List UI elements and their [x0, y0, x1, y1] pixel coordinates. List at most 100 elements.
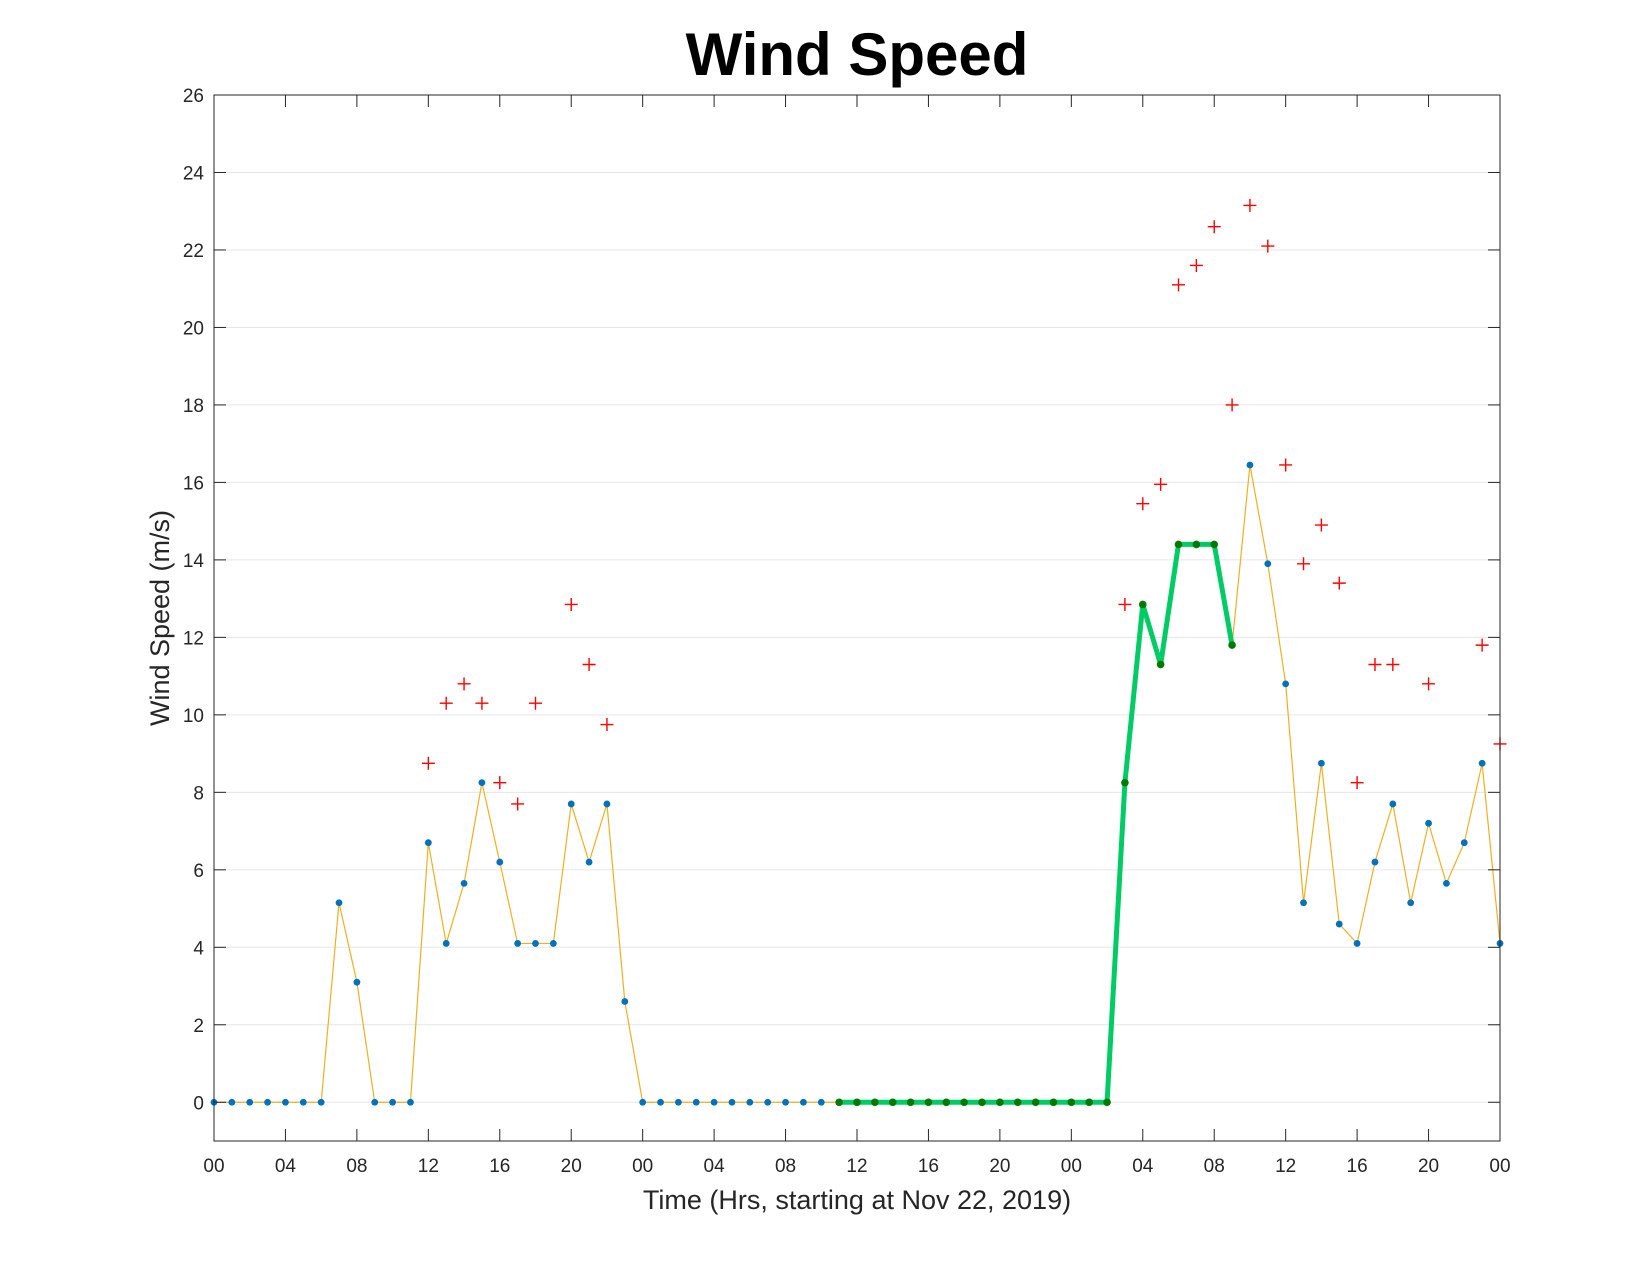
gust-marker: [1154, 477, 1168, 491]
x-tick-label: 20: [561, 1156, 582, 1177]
highlight-point: [996, 1098, 1004, 1107]
x-tick-label: 04: [1132, 1156, 1154, 1177]
y-tick-label: 12: [183, 628, 204, 649]
data-point: [317, 1098, 325, 1106]
x-tick-label: 08: [775, 1156, 796, 1177]
series-layer: [210, 198, 1507, 1107]
gust-marker: [1261, 239, 1275, 253]
gust-marker: [582, 657, 596, 671]
highlight-point: [978, 1098, 986, 1107]
highlight-point: [1210, 540, 1219, 549]
data-point: [371, 1098, 379, 1106]
gust-marker: [1297, 557, 1311, 571]
highlight-point: [1174, 540, 1183, 549]
gust-marker: [1207, 220, 1221, 234]
data-point: [657, 1098, 664, 1106]
data-point: [567, 800, 575, 808]
data-point: [478, 779, 486, 787]
x-tick-label: 04: [275, 1156, 297, 1177]
data-point: [817, 1098, 825, 1106]
data-point: [228, 1098, 236, 1106]
highlight-point: [960, 1098, 968, 1107]
gust-marker: [421, 756, 435, 770]
data-point: [1443, 879, 1450, 887]
gust-marker: [1118, 597, 1132, 611]
highlight-point: [888, 1098, 897, 1107]
highlight-point: [871, 1098, 879, 1107]
data-point: [603, 800, 611, 808]
y-axis-label: Wind Speed (m/s): [145, 510, 175, 726]
y-tick-label: 24: [183, 163, 205, 184]
data-point: [460, 879, 468, 887]
y-tick-label: 6: [193, 861, 204, 882]
data-point: [442, 940, 450, 947]
x-tick-label: 20: [1418, 1156, 1439, 1177]
x-tick-label: 16: [918, 1156, 939, 1177]
y-tick-label: 8: [193, 783, 204, 804]
data-point: [389, 1098, 397, 1106]
gust-marker: [1422, 677, 1436, 691]
gust-marker: [1189, 258, 1203, 272]
highlight-point: [853, 1098, 861, 1107]
data-point: [800, 1098, 807, 1106]
gust-marker: [1314, 518, 1328, 532]
data-point: [710, 1098, 718, 1106]
data-point: [496, 858, 504, 866]
highlight-point: [1121, 778, 1129, 787]
x-axis-label: Time (Hrs, starting at Nov 22, 2019): [643, 1185, 1071, 1215]
y-tick-label: 20: [183, 318, 204, 339]
y-tick-label: 26: [183, 86, 204, 107]
data-point: [424, 839, 432, 847]
gust-marker: [1350, 776, 1364, 790]
x-tick-label: 16: [1347, 1156, 1368, 1177]
data-point: [335, 899, 343, 907]
gust-marker: [1279, 458, 1293, 472]
gust-marker: [564, 597, 578, 611]
data-point: [585, 858, 593, 866]
data-point: [1478, 759, 1486, 767]
highlight-point: [1067, 1098, 1076, 1107]
x-tick-label: 20: [989, 1156, 1010, 1177]
data-point: [621, 998, 629, 1005]
gust-marker: [439, 696, 453, 710]
gust-marker: [511, 797, 525, 811]
data-point: [1371, 858, 1379, 866]
highlight-point: [1085, 1098, 1093, 1107]
gust-marker: [1332, 576, 1346, 590]
y-tick-label: 16: [183, 473, 204, 494]
data-point: [1246, 461, 1254, 469]
data-point: [674, 1098, 682, 1106]
x-tick-label: 04: [704, 1156, 726, 1177]
gust-marker: [493, 776, 507, 790]
data-point: [728, 1098, 736, 1106]
data-point: [1425, 819, 1432, 827]
x-tick-label: 00: [632, 1156, 653, 1177]
data-point: [299, 1098, 307, 1106]
highlight-point: [835, 1098, 843, 1107]
data-point: [353, 978, 361, 986]
x-tick-label: 08: [1204, 1156, 1225, 1177]
data-point: [782, 1098, 789, 1106]
x-tick-label: 00: [1061, 1156, 1082, 1177]
y-tick-label: 14: [183, 551, 205, 572]
data-point: [1335, 920, 1343, 928]
gust-marker: [600, 718, 614, 732]
gust-marker: [1243, 198, 1257, 212]
highlight-point: [1049, 1098, 1058, 1107]
highlight-point: [1156, 660, 1165, 669]
highlight-point: [1138, 600, 1147, 609]
y-tick-label: 0: [193, 1093, 204, 1114]
highlight-point: [924, 1098, 933, 1107]
data-point: [692, 1098, 700, 1106]
data-point: [264, 1098, 271, 1106]
highlight-point: [1031, 1098, 1040, 1107]
x-tick-label: 12: [418, 1156, 439, 1177]
chart-title: Wind Speed: [686, 21, 1029, 88]
gust-marker: [1368, 657, 1382, 671]
highlight-point: [1013, 1098, 1022, 1107]
data-point: [1460, 839, 1468, 847]
gust-marker: [457, 677, 471, 691]
gust-marker: [1225, 398, 1239, 412]
x-tick-label: 12: [1275, 1156, 1296, 1177]
